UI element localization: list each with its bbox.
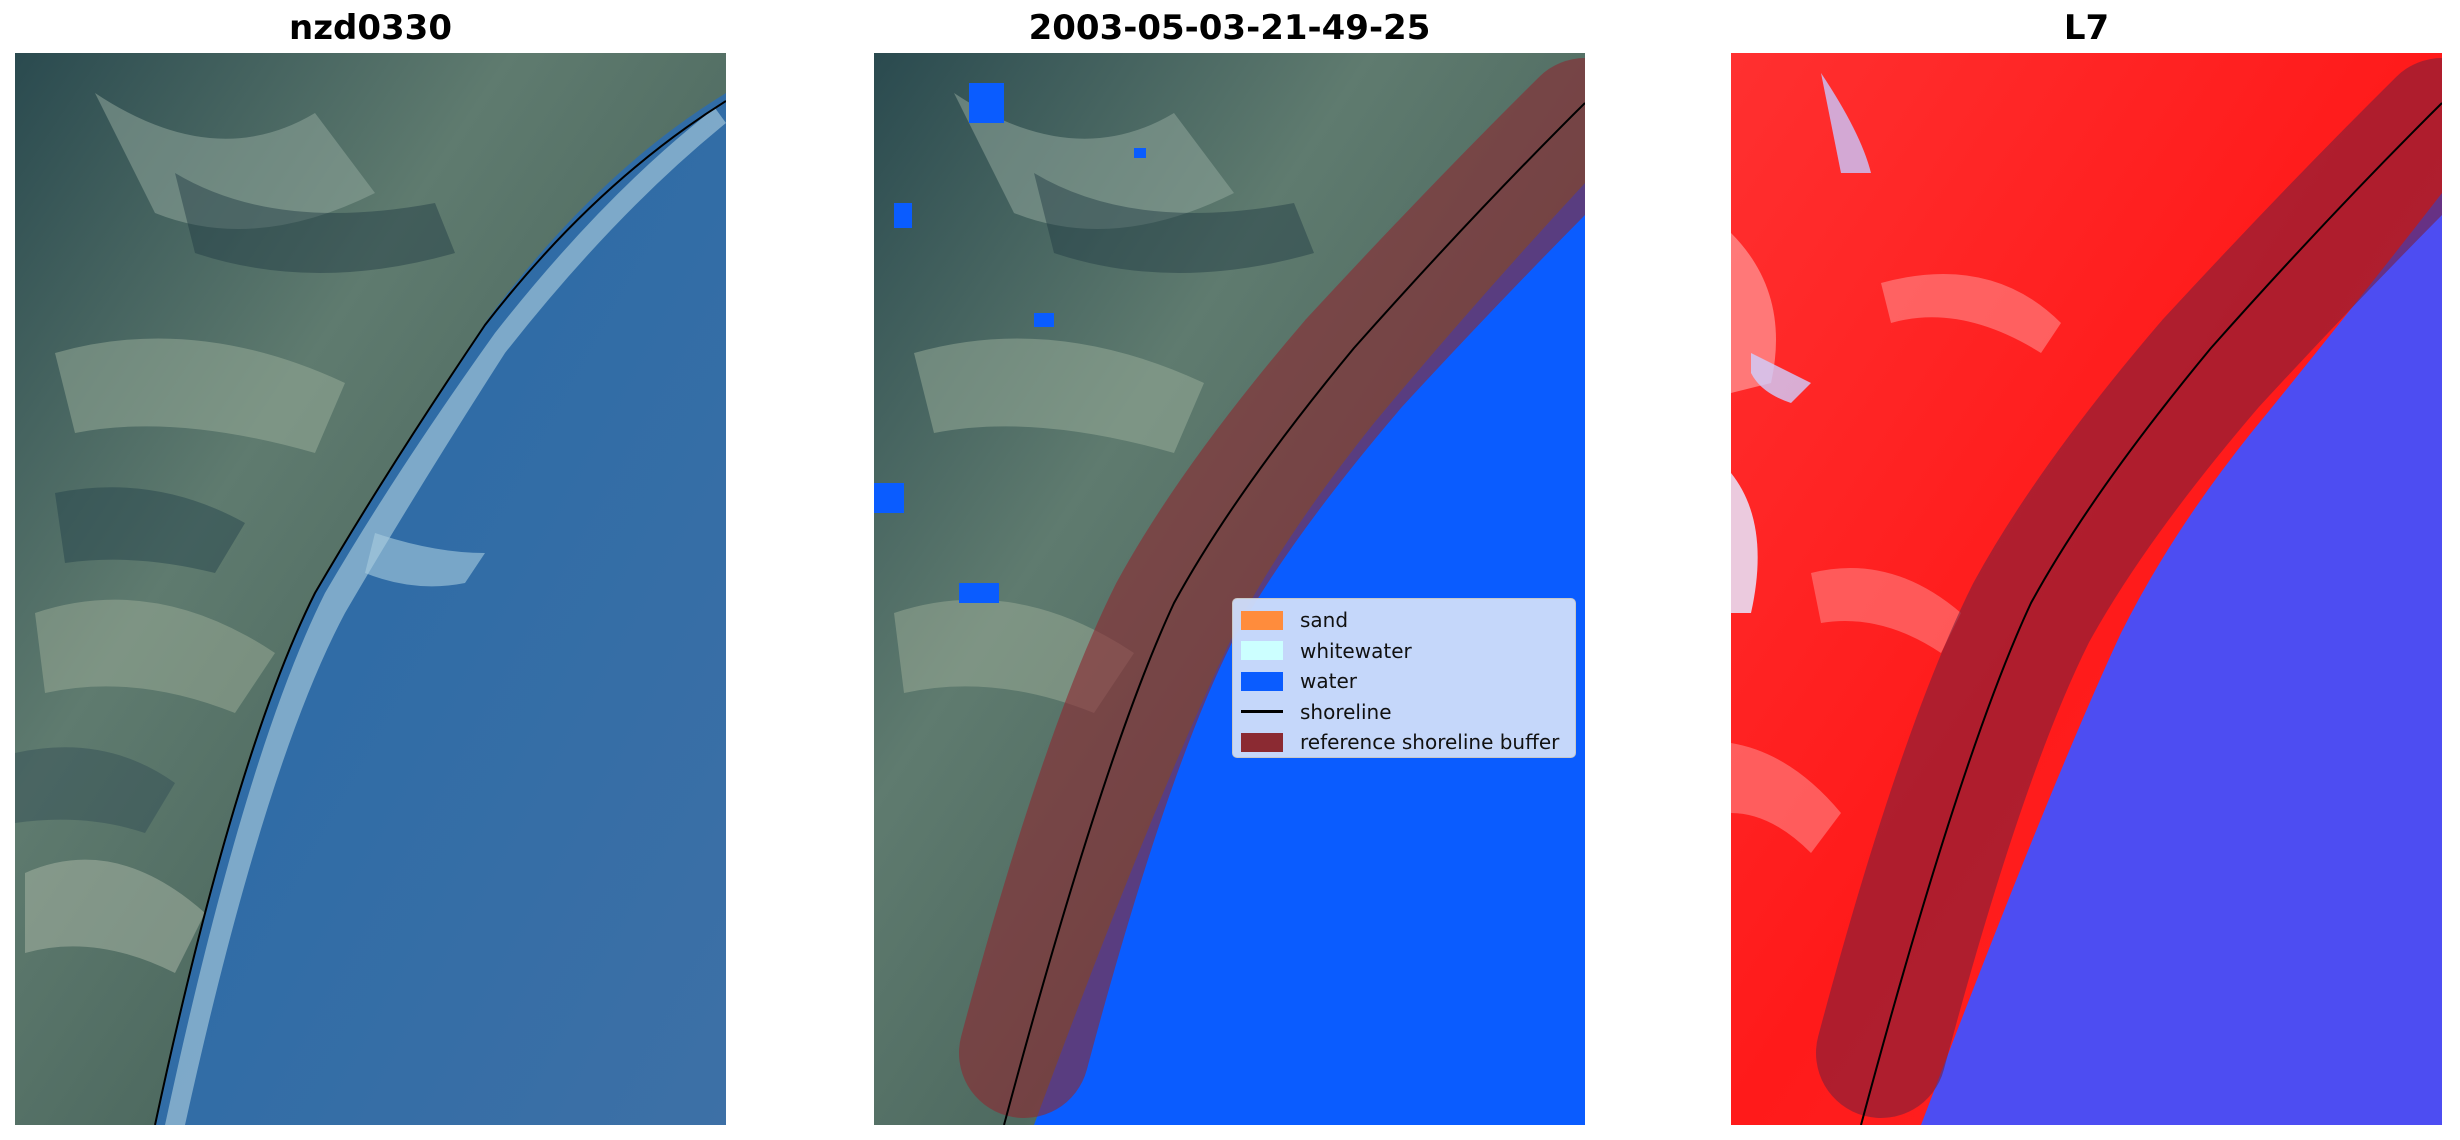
- legend-item-water: water: [1241, 666, 1567, 697]
- water-swatch: [1241, 671, 1283, 691]
- panel-title-classified: 2003-05-03-21-49-25: [1028, 8, 1431, 48]
- legend: sand whitewater water shoreline referenc…: [1232, 598, 1576, 758]
- buffer-swatch: [1241, 732, 1283, 752]
- legend-item-shoreline: shoreline: [1241, 697, 1567, 728]
- classified-image: [874, 53, 1585, 1125]
- index-image: [1731, 53, 2442, 1125]
- shoreline-line-swatch: [1241, 710, 1283, 714]
- legend-label: water: [1300, 669, 1357, 694]
- panel-title-rgb: nzd0330: [289, 8, 452, 48]
- panel-title-index: L7: [2063, 8, 2110, 48]
- rgb-satellite-image: [15, 53, 726, 1125]
- sand-swatch: [1241, 610, 1283, 630]
- legend-label: reference shoreline buffer: [1300, 730, 1560, 755]
- legend-label: whitewater: [1300, 638, 1412, 663]
- legend-item-reference-buffer: reference shoreline buffer: [1241, 727, 1567, 758]
- whitewater-swatch: [1241, 641, 1283, 661]
- legend-item-whitewater: whitewater: [1241, 636, 1567, 667]
- legend-label: shoreline: [1300, 699, 1392, 724]
- legend-item-sand: sand: [1241, 605, 1567, 636]
- legend-label: sand: [1300, 608, 1349, 633]
